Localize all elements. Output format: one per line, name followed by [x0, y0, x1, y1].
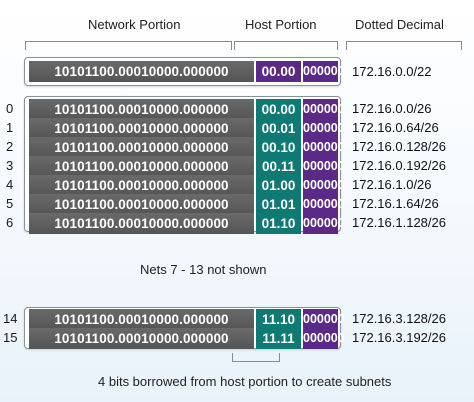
subnet-index: 15	[3, 330, 18, 345]
host-portion-header: Host Portion	[245, 17, 317, 32]
subnet-dotted: 172.16.3.128/26	[352, 311, 446, 326]
subnet-bits: 11.10	[256, 309, 301, 330]
subnet-dotted: 172.16.0.128/26	[352, 139, 446, 154]
host-bits: 000000	[303, 61, 345, 82]
network-portion-bracket	[25, 41, 232, 50]
subnet-row-2: 10101100.00010000.000000 00.10 000000	[25, 137, 345, 158]
base-network-frame: 10101100.00010000.000000 00.00 000000	[24, 57, 345, 86]
network-portion-header: Network Portion	[88, 17, 181, 32]
subnet-dotted: 172.16.1.0/26	[352, 177, 432, 192]
host-bits: 000000	[303, 213, 345, 234]
subnet-dotted: 172.16.0.0/26	[352, 101, 432, 116]
subnet-index: 1	[6, 120, 14, 135]
subnet-index: 5	[6, 196, 14, 211]
subnet-row-15: 10101100.00010000.000000 11.11 000000	[25, 328, 345, 349]
host-bits: 000000	[303, 137, 345, 158]
borrowed-bits-bracket	[232, 353, 280, 362]
subnets-frame-bottom: 10101100.00010000.000000 11.10 000000 10…	[24, 307, 345, 349]
subnet-index: 2	[6, 139, 14, 154]
host-bits: 000000	[303, 175, 345, 196]
subnet-bits: 01.01	[256, 194, 301, 215]
subnet-dotted: 172.16.3.192/26	[352, 330, 446, 345]
host-bits: 000000	[303, 118, 345, 139]
subnet-index: 3	[6, 158, 14, 173]
subnet-dotted: 172.16.1.128/26	[352, 215, 446, 230]
subnet-bits: 11.11	[256, 328, 301, 349]
network-bits: 10101100.00010000.000000	[29, 137, 254, 158]
subnet-row-3: 10101100.00010000.000000 00.11 000000	[25, 156, 345, 177]
network-bits: 10101100.00010000.000000	[29, 118, 254, 139]
nets-not-shown-note: Nets 7 - 13 not shown	[140, 262, 267, 277]
network-bits: 10101100.00010000.000000	[29, 61, 254, 82]
network-bits: 10101100.00010000.000000	[29, 175, 254, 196]
network-bits: 10101100.00010000.000000	[29, 99, 254, 120]
host-bits: 000000	[303, 309, 345, 330]
subnet-bits: 00.10	[256, 137, 301, 158]
subnet-dotted: 172.16.1.64/26	[352, 196, 439, 211]
subnet-row-4: 10101100.00010000.000000 01.00 000000	[25, 175, 345, 196]
subnet-dotted: 172.16.0.64/26	[352, 120, 439, 135]
subnet-index: 0	[6, 101, 14, 116]
subnet-row-0: 10101100.00010000.000000 00.00 000000	[25, 99, 345, 120]
host-bits: 000000	[303, 194, 345, 215]
network-bits: 10101100.00010000.000000	[29, 194, 254, 215]
subnet-row-14: 10101100.00010000.000000 11.10 000000	[25, 309, 345, 330]
dotted-decimal-bracket	[346, 41, 462, 50]
network-bits: 10101100.00010000.000000	[29, 156, 254, 177]
host-bits: 000000	[303, 156, 345, 177]
subnet-index: 14	[3, 311, 18, 326]
host-bits: 000000	[303, 328, 345, 349]
subnet-bits: 00.11	[256, 156, 301, 177]
subnet-row-1: 10101100.00010000.000000 00.01 000000	[25, 118, 345, 139]
subnet-row-5: 10101100.00010000.000000 01.01 000000	[25, 194, 345, 215]
borrowed-bits-note: 4 bits borrowed from host portion to cre…	[98, 374, 392, 389]
subnet-index: 6	[6, 215, 14, 230]
dotted-decimal-header: Dotted Decimal	[355, 17, 444, 32]
network-bits: 10101100.00010000.000000	[29, 328, 254, 349]
host-bits: 000000	[303, 99, 345, 120]
subnets-frame-top: 10101100.00010000.000000 00.00 000000 10…	[24, 96, 345, 234]
subnet-row-6: 10101100.00010000.000000 01.10 000000	[25, 213, 345, 234]
network-bits: 10101100.00010000.000000	[29, 309, 254, 330]
subnet-bits: 01.00	[256, 175, 301, 196]
base-network-dotted: 172.16.0.0/22	[352, 64, 432, 79]
base-network-row: 10101100.00010000.000000 00.00 000000	[25, 61, 345, 82]
network-bits: 10101100.00010000.000000	[29, 213, 254, 234]
subnet-index: 4	[6, 177, 14, 192]
host-portion-bracket	[234, 41, 338, 50]
subnet-bits: 00.00	[256, 61, 301, 82]
subnet-dotted: 172.16.0.192/26	[352, 158, 446, 173]
subnet-bits: 00.01	[256, 118, 301, 139]
subnet-bits: 00.00	[256, 99, 301, 120]
subnet-bits: 01.10	[256, 213, 301, 234]
